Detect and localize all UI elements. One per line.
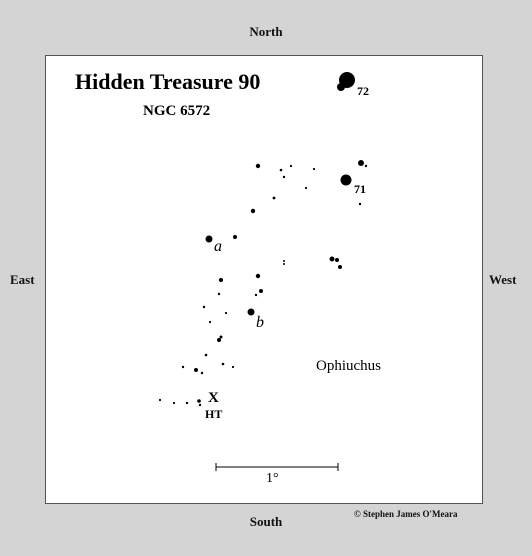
star [358,202,362,206]
star [208,320,212,324]
star-label-b: b [256,314,264,331]
star [158,398,162,402]
star [304,186,308,190]
star [250,208,256,214]
north-label: North [249,24,283,39]
star [283,263,285,265]
star [204,353,208,357]
star-label-71: 71 [354,182,366,196]
target-marker: X [208,390,219,406]
star [185,401,189,405]
west-label: West [489,272,517,287]
star [254,293,258,297]
scale-label: 1° [266,471,279,486]
star [172,401,176,405]
star [198,403,202,407]
star [338,265,342,269]
star [272,196,276,200]
star [194,368,198,372]
south-label: South [249,514,283,529]
star [200,371,204,375]
star [358,160,364,166]
star [279,168,283,172]
star-chart: Hidden Treasure 90 NGC 6572 72 71 a b Op… [45,55,483,504]
star [181,365,185,369]
star [329,256,335,262]
star [259,289,263,293]
star [233,235,237,239]
star-b [247,308,255,316]
star [219,335,223,339]
chart-subtitle: NGC 6572 [143,103,211,119]
credit-text: © Stephen James O'Meara [354,509,458,519]
star [282,175,286,179]
star [221,362,225,366]
star [231,365,235,369]
star [312,167,316,171]
star [283,260,285,262]
star-a [205,235,213,243]
star [217,292,221,296]
star [219,278,223,282]
star [224,311,228,315]
star [364,164,368,168]
star [202,305,206,309]
star [197,399,201,403]
star [255,273,261,279]
star [255,163,261,169]
star-label-72: 72 [357,84,369,98]
star [335,258,339,262]
star [217,338,221,342]
chart-title: Hidden Treasure 90 [75,69,261,94]
target-label: HT [205,407,223,421]
star-field [158,72,368,471]
star-72-companion [337,83,345,91]
east-label: East [10,272,35,287]
star-label-a: a [214,238,222,255]
constellation-label: Ophiuchus [316,358,381,374]
star-71 [340,174,352,186]
star [289,164,293,168]
